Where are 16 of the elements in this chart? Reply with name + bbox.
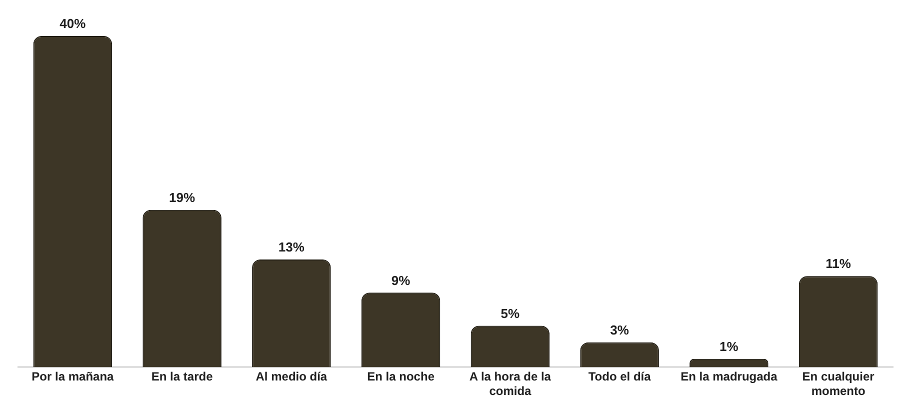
x-tick-label: En la madrugada (680, 370, 778, 384)
x-tick-label: En la tarde (151, 370, 214, 384)
data-label: 5% (500, 306, 520, 321)
x-tick-label: Por la mañana (32, 370, 114, 384)
x-tick-label: En la noche (367, 370, 435, 384)
x-tick-label: A la hora de la comida (469, 370, 552, 398)
data-label: 1% (720, 339, 739, 354)
data-label: 19% (169, 190, 196, 205)
data-label: 13% (278, 240, 305, 255)
data-label: 11% (826, 256, 852, 272)
x-tick-label: Todo el día (588, 370, 652, 384)
data-label: 9% (391, 272, 411, 288)
x-tick-label: Al medio día (256, 370, 328, 384)
data-label: 3% (610, 322, 630, 338)
x-tick-label: En cualquier momento (802, 370, 875, 398)
data-label: 40% (60, 16, 86, 32)
